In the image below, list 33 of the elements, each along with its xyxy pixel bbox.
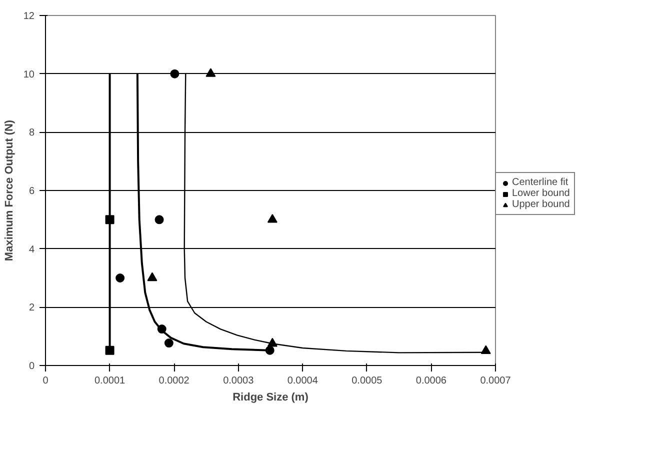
point <box>206 68 216 77</box>
legend-label: Lower bound <box>512 188 570 199</box>
y-tick-label: 10 <box>23 69 35 80</box>
y-tick-label: 0 <box>28 361 35 372</box>
x-tick-label: 0.0005 <box>352 376 383 386</box>
y-tick-label: 12 <box>23 11 35 22</box>
point <box>267 338 278 347</box>
point <box>480 345 491 354</box>
x-axis-title: Ridge Size (m) <box>232 392 309 404</box>
point <box>147 272 158 282</box>
legend-label: Upper bound <box>512 199 570 210</box>
x-tick-label: 0.0003 <box>223 376 254 386</box>
y-tick-label: 2 <box>28 302 35 314</box>
point <box>105 215 114 224</box>
x-tick-label: 0.0007 <box>480 376 512 386</box>
x-tick-label: 0 <box>42 376 49 386</box>
x-tick-label: 0.0006 <box>416 376 447 386</box>
point <box>116 274 125 282</box>
point <box>267 214 278 223</box>
point <box>154 215 164 224</box>
point <box>157 324 166 334</box>
y-tick-label: 6 <box>28 186 35 197</box>
point <box>105 346 114 355</box>
y-tick-label: 4 <box>28 244 35 256</box>
point <box>170 69 180 78</box>
point <box>265 346 274 355</box>
x-tick-label: 0.0001 <box>94 376 126 386</box>
y-tick-label: 8 <box>28 128 35 139</box>
x-tick-label: 0.0002 <box>158 376 190 386</box>
legend-label: Centerline fit <box>512 177 568 188</box>
x-tick-label: 0.0004 <box>287 376 318 386</box>
point <box>164 338 174 348</box>
y-axis-title: Maximum Force Output (N) <box>3 120 16 262</box>
